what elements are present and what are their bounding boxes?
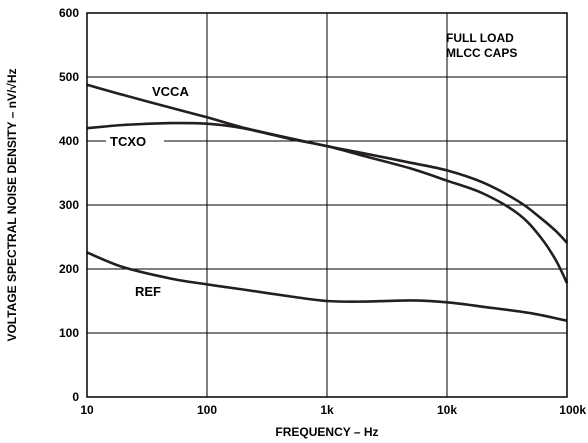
y-tick-labels: 0 100 200 300 400 500 600 <box>59 6 79 404</box>
series-label-ref: REF <box>135 284 161 299</box>
x-tick-label: 10 <box>80 403 94 417</box>
plot-frame <box>86 12 568 398</box>
y-tick-label: 400 <box>59 134 79 148</box>
y-tick-label: 200 <box>59 262 79 276</box>
y-tick-label: 600 <box>59 6 79 20</box>
annotation-line-2: MLCC CAPS <box>446 46 517 60</box>
y-tick-label: 500 <box>59 70 79 84</box>
y-tick-label: 300 <box>59 198 79 212</box>
series-label-tcxo: TCXO <box>110 134 146 149</box>
x-tick-label: 1k <box>320 403 334 417</box>
x-tick-label: 100k <box>559 403 586 417</box>
series-line-vcca <box>86 83 568 244</box>
series-lines <box>86 83 569 323</box>
x-tick-label: 10k <box>437 403 457 417</box>
x-axis-label: FREQUENCY – Hz <box>275 425 378 439</box>
x-tick-labels: 10 100 1k 10k 100k <box>80 403 586 417</box>
y-tick-label: 100 <box>59 326 79 340</box>
grid-lines <box>86 12 568 398</box>
y-tick-label: 0 <box>72 390 79 404</box>
series-line-tcxo <box>86 121 569 284</box>
annotation-line-1: FULL LOAD <box>446 31 514 45</box>
y-axis-label: VOLTAGE SPECTRAL NOISE DENSITY – nV/√Hz <box>5 68 19 341</box>
series-label-vcca: VCCA <box>152 84 189 99</box>
x-tick-label: 100 <box>197 403 217 417</box>
series-label-tcxo-bg <box>106 133 166 149</box>
series-line-ref <box>86 251 568 323</box>
